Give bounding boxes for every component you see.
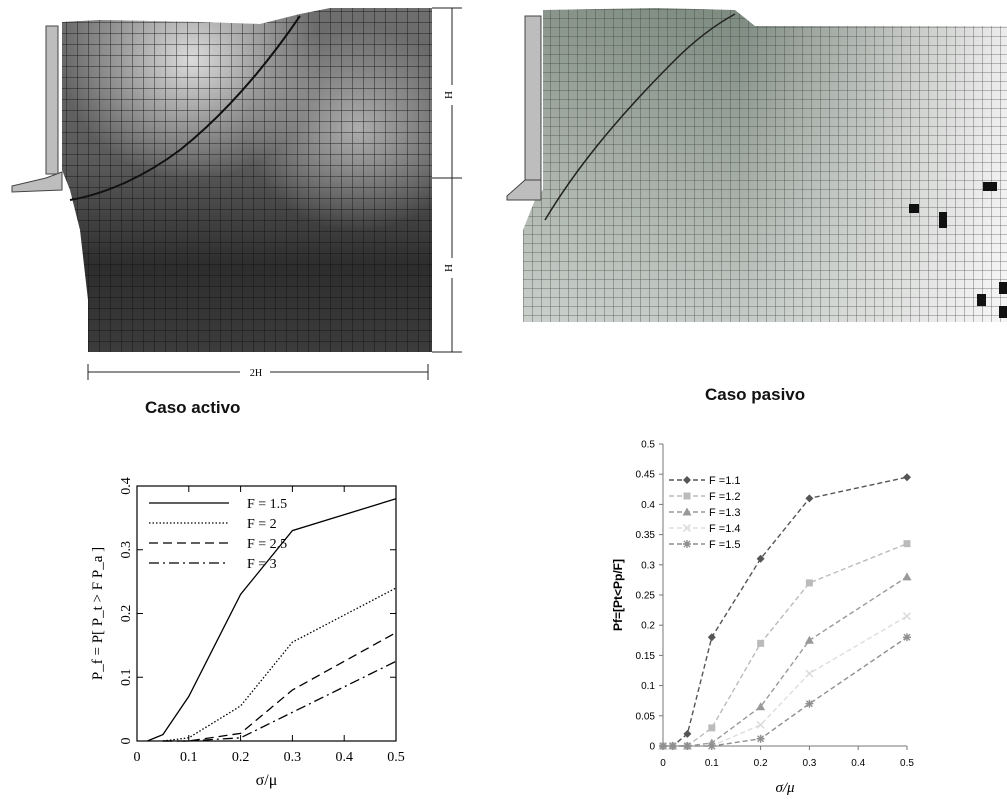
series-line-f-1-5	[663, 636, 908, 747]
data-point-f-1-5	[683, 742, 692, 750]
x-tick-label: 0.1	[180, 750, 198, 765]
x-tick-label: 0	[134, 750, 141, 765]
x-tick-label: 0.1	[705, 758, 719, 769]
y-tick-label: 0.4	[641, 500, 655, 511]
x-tick-label: 0.2	[232, 750, 250, 765]
data-point-f-1-3	[804, 635, 814, 644]
series-line-f-1-5	[147, 498, 397, 742]
dimension-top-label: H	[443, 91, 455, 99]
data-point-f-1-2	[903, 540, 911, 548]
data-point-f-1-1	[707, 633, 716, 642]
active-case-mesh: H H 2H	[0, 0, 470, 392]
data-point-f-1-1	[756, 554, 765, 563]
data-point-f-1-5	[668, 742, 677, 750]
y-tick-label: 0.45	[636, 470, 656, 481]
active-failure-surface	[69, 15, 301, 201]
y-tick-label: 0.1	[641, 681, 655, 692]
x-axis-label: σ/μ	[256, 772, 278, 789]
data-point-f-1-3	[902, 572, 912, 581]
series-line-f-1-2	[663, 543, 908, 747]
x-tick-label: 0.4	[851, 758, 865, 769]
legend-marker-f-1-1	[683, 476, 691, 484]
x-tick-label: 0.3	[802, 758, 816, 769]
passive-mesh-svg	[506, 8, 1007, 322]
data-point-f-1-4	[805, 669, 814, 678]
y-tick-label: 0.5	[641, 440, 655, 451]
series-line-f-2-5	[162, 632, 397, 742]
y-tick-label: 0.2	[119, 605, 134, 623]
data-point-f-1-5	[903, 633, 911, 642]
passive-case-caption: Caso pasivo	[705, 385, 806, 404]
dimension-bottom-label: H	[443, 264, 455, 272]
data-point-f-1-5	[805, 699, 814, 708]
data-point-f-1-1	[805, 494, 814, 503]
y-tick-label: 0	[119, 738, 134, 745]
x-tick-label: 0.5	[387, 750, 405, 765]
data-point-f-1-2	[708, 724, 716, 732]
legend-marker-f-1-4	[682, 523, 692, 533]
legend-label-f-1-5: F =1.5	[709, 539, 741, 551]
x-tick-label: 0.3	[284, 750, 302, 765]
legend-marker-f-1-2	[683, 492, 691, 500]
x-tick-label: 0.4	[335, 750, 353, 765]
data-point-f-1-5	[659, 742, 667, 750]
retaining-wall	[45, 25, 59, 175]
legend-label-f-2: F = 2	[247, 517, 277, 532]
series-line-f-1-4	[663, 615, 908, 747]
legend-label-f-1-4: F =1.4	[709, 523, 741, 535]
data-point-f-1-5	[707, 742, 716, 750]
active-mesh-svg: H H 2H	[11, 7, 462, 380]
data-point-f-1-4	[756, 720, 765, 729]
legend-marker-f-1-5	[683, 540, 691, 548]
legend-label-f-1-3: F =1.3	[709, 507, 741, 519]
active-chart: 0 0.1 0.2 0.3 0.4 0.5 0 0.1 0.2 0.3 0.4 σ/μ P_f = P[…	[60, 458, 420, 799]
data-point-f-1-2	[757, 639, 765, 647]
series-line-f-3	[162, 660, 397, 742]
x-axis-label: σ/μ	[775, 780, 795, 796]
y-tick-label: 0.3	[641, 560, 655, 571]
series-line-f-1-1	[663, 476, 908, 747]
passive-case-mesh	[505, 0, 1007, 330]
data-point-f-1-4	[902, 612, 912, 621]
y-tick-label: 0.25	[636, 591, 656, 602]
dimension-width-label: 2H	[250, 368, 262, 379]
y-axis-label: Pf=[Pt<Pp/F]	[611, 559, 625, 631]
data-point-f-1-2	[805, 579, 813, 587]
y-tick-label: 0.15	[636, 651, 656, 662]
y-tick-label: 0.4	[119, 477, 134, 495]
y-tick-label: 0.2	[641, 621, 655, 632]
active-chart-svg: 0 0.1 0.2 0.3 0.4 0.5 0 0.1 0.2 0.3 0.4 σ/μ P_f = P[…	[90, 477, 405, 789]
data-point-f-1-3	[756, 702, 766, 711]
legend-label-f-1-2: F =1.2	[709, 491, 741, 503]
y-tick-label: 0.1	[119, 669, 134, 687]
passive-chart: 0 0.05 0.1 0.15 0.2 0.25 0.3 0.35 0.4 0.45 0.5 0 0.1…	[600, 432, 930, 799]
y-tick-label: 0.05	[636, 711, 656, 722]
y-tick-label: 0.35	[636, 530, 656, 541]
active-case-caption: Caso activo	[145, 398, 241, 417]
x-tick-label: 0.5	[900, 758, 914, 769]
legend-label-f-1-1: F =1.1	[709, 475, 741, 487]
x-tick-label: 0	[660, 758, 666, 769]
passive-chart-svg: 0 0.05 0.1 0.15 0.2 0.25 0.3 0.35 0.4 0.45 0.5 0 0.1…	[611, 440, 914, 797]
y-tick-label: 0	[649, 742, 655, 753]
y-tick-label: 0.3	[119, 541, 134, 559]
legend-marker-f-1-3	[682, 507, 692, 516]
data-point-f-1-5	[756, 734, 765, 743]
x-tick-label: 0.2	[754, 758, 768, 769]
data-point-f-1-1	[903, 473, 911, 482]
legend-label-f-1-5: F = 1.5	[247, 497, 287, 512]
legend-label-f-3: F = 3	[247, 557, 277, 572]
y-axis-label: P_f = P[ P_t > F P_a ]	[90, 547, 106, 680]
data-point-f-1-1	[683, 729, 692, 738]
legend-label-f-2-5: F = 2.5	[247, 537, 287, 552]
